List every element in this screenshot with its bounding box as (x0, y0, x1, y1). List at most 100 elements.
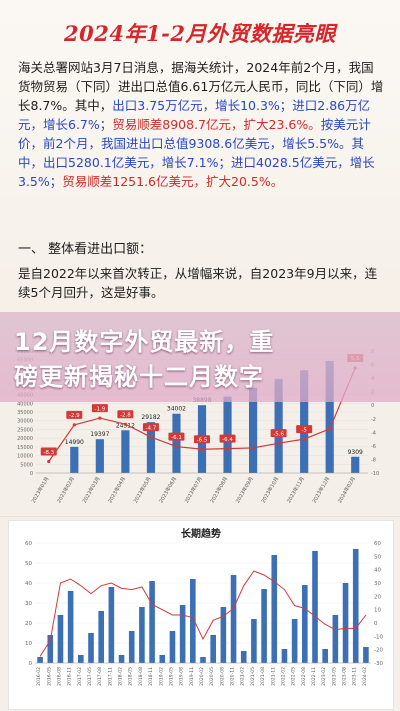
x-tick-label: 2018-08 (138, 667, 144, 686)
growth-label-box (142, 423, 159, 432)
growth-point (72, 423, 76, 427)
bar (149, 581, 155, 663)
x-tick-label: 2019-11 (189, 667, 195, 686)
bar (88, 633, 94, 663)
y2-tick-label: 0 (374, 621, 378, 627)
y-tick-label: 15000 (17, 445, 33, 451)
bar (169, 631, 176, 663)
x-tick-label: 2018-02 (118, 667, 124, 686)
bar-value-label: 29182 (141, 414, 160, 421)
growth-point (328, 427, 332, 431)
y-tick-label: 50 (25, 561, 32, 567)
bar (47, 635, 54, 663)
bar (128, 631, 135, 663)
y2-tick-label: 40 (374, 568, 381, 574)
growth-label: -1.9 (94, 406, 105, 412)
y2-tick-label: -10 (371, 471, 379, 477)
y-tick-label: 30000 (17, 419, 33, 425)
bar (159, 655, 166, 663)
x-tick-label: 2016-05 (46, 667, 52, 686)
growth-label: -2.8 (120, 413, 131, 419)
growth-label: -6.1 (171, 435, 182, 441)
y-tick-label: 40 (25, 581, 32, 587)
bar (274, 378, 283, 473)
long-term-chart-panel: 0 10 20 30 40 50 60 -30 -20 -10 0 10 20 30 40 50 60 2016-… (8, 520, 394, 710)
x-tick-label: 2021-02 (240, 667, 246, 686)
x-tick-label: 2023年04月 (107, 476, 128, 505)
y-tick-label: 10 (25, 641, 32, 647)
bar (98, 611, 104, 663)
growth-point (123, 422, 127, 426)
x-tick-label: 2023-05 (331, 667, 337, 686)
y-tick-label: 30 (25, 601, 32, 607)
growth-label-box (66, 410, 83, 419)
y-tick-label: 20 (25, 621, 32, 627)
y2-tick-label: 0 (371, 403, 374, 409)
x-tick-label: 2023年01月 (30, 476, 51, 505)
growth-label-box (91, 404, 108, 413)
x-tick-label: 2021-05 (250, 667, 256, 686)
y-tick-label: 25000 (17, 427, 33, 433)
headline-line-1: 12月数字外贸最新，重 (14, 328, 275, 356)
x-tick-label: 2022-08 (301, 667, 307, 686)
bar (240, 651, 247, 663)
bar-value-label: 34002 (167, 406, 186, 413)
x-tick-label: 2017-11 (107, 667, 113, 686)
x-tick-label: 2023年08月 (209, 476, 230, 505)
x-tick-label: 2020-05 (209, 667, 215, 686)
bar (248, 387, 258, 473)
x-tick-label: 2021-11 (270, 667, 276, 686)
paragraph-analysis: 是自2022年以来首次转正，从增幅来说，自2023年9月以来，连续5个月回升，这… (18, 266, 378, 300)
growth-label-box (296, 425, 313, 434)
y-tick-label: 20000 (17, 436, 33, 442)
y2-tick-label: -4 (371, 430, 376, 436)
y2-tick-label: 10 (374, 608, 381, 614)
x-tick-label: 2018-05 (128, 667, 134, 686)
x-tick-label: 2021-08 (260, 667, 266, 686)
y2-tick-label: 60 (374, 541, 381, 547)
growth-label: -6.5 (197, 438, 208, 444)
x-tick-label: 2022-02 (280, 667, 286, 686)
y2-tick-label: -6 (371, 444, 376, 450)
y-tick-label: 0 (30, 471, 33, 477)
x-tick-label: 2023-08 (342, 667, 348, 686)
growth-point (47, 459, 51, 464)
bar (190, 579, 196, 663)
x-tick-label: 2023年02月 (55, 476, 76, 505)
bar (220, 607, 227, 663)
y-tick-label: 60 (25, 541, 32, 547)
x-tick-label: 2019-05 (168, 667, 174, 686)
bar (67, 591, 74, 663)
x-tick-label: 2019-08 (179, 667, 185, 686)
bar (139, 607, 145, 663)
growth-label: -4.7 (146, 425, 157, 431)
long-term-trend-chart: 0 10 20 30 40 50 60 -30 -20 -10 0 10 20 30 40 50 60 2016-… (25, 541, 383, 686)
bar (37, 657, 43, 663)
headline-overlay (0, 312, 400, 402)
x-tick-label: 2020-02 (199, 667, 205, 686)
bar (230, 575, 237, 663)
x-tick-label: 2024-02 (362, 667, 368, 686)
summary-surplus-rmb: 贸易顺差8908.7亿元，扩大23.6%。 (112, 117, 321, 132)
x-tick-label: 2018-11 (148, 667, 154, 686)
growth-label: -2.9 (69, 413, 80, 419)
x-tick-label: 2016-02 (36, 667, 42, 686)
growth-label-box (270, 429, 287, 438)
y2-tick-label: 20 (374, 594, 381, 600)
y-tick-label: 10000 (17, 454, 33, 460)
bar (300, 370, 309, 473)
y2-tick-label: 30 (374, 581, 381, 587)
growth-label: -6.4 (222, 437, 233, 443)
x-tick-label: 2022-05 (291, 667, 297, 686)
y-tick-label: 35000 (17, 410, 33, 416)
x-tick-label: 2016-11 (67, 667, 73, 686)
growth-label-box (40, 447, 57, 456)
growth-label: -5 (301, 427, 307, 433)
bar (146, 422, 156, 473)
summary-export-import: 出口3.75万亿元，增长10.3%；进口2.86万亿元，增长6.7%； (18, 98, 371, 132)
bar (261, 589, 267, 663)
x-tick-label: 2016-08 (56, 667, 62, 686)
bar (312, 551, 318, 663)
growth-label-box (168, 432, 185, 441)
